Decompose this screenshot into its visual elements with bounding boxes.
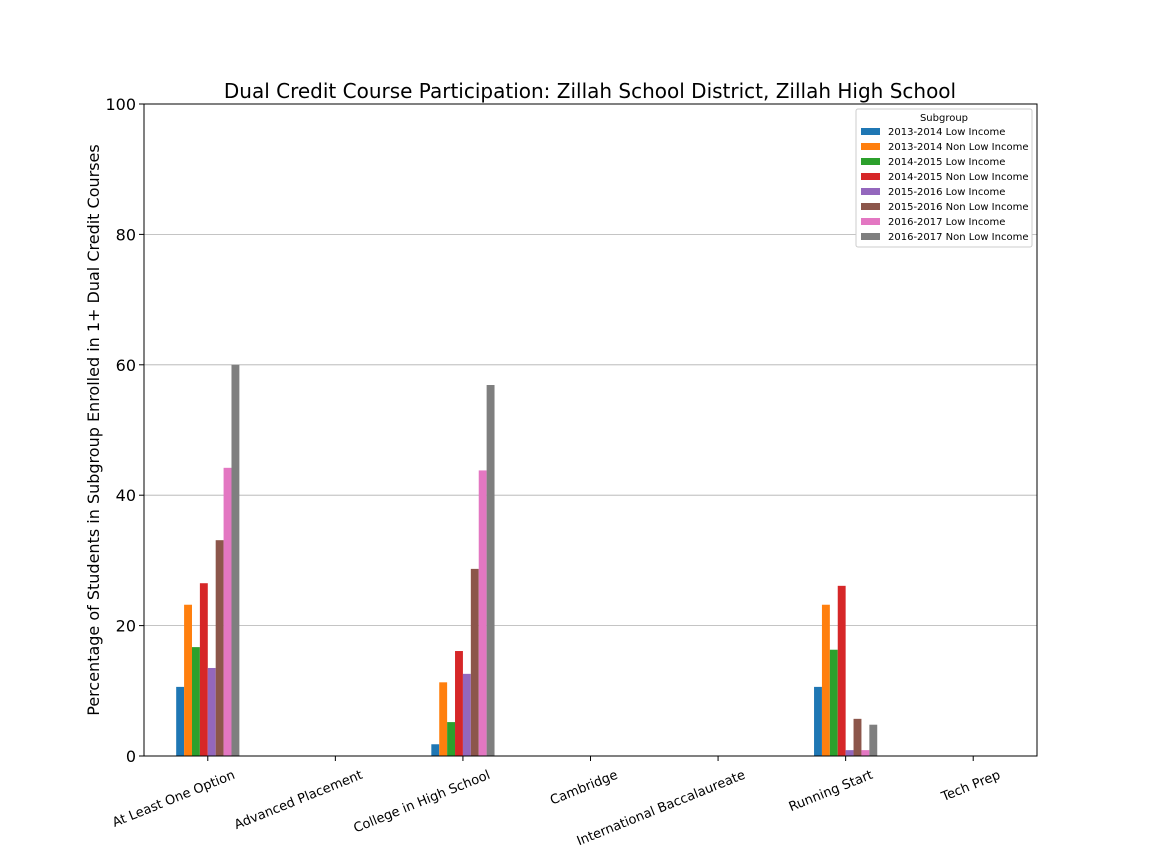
bar	[814, 686, 822, 756]
legend-swatch	[861, 173, 880, 180]
y-tick-label: 0	[126, 747, 136, 766]
legend-swatch	[861, 128, 880, 135]
x-tick-label: At Least One Option	[110, 768, 237, 831]
y-tick-label: 100	[105, 95, 136, 114]
bar	[462, 673, 471, 756]
legend-label: 2015-2016 Non Low Income	[888, 202, 1028, 213]
x-tick-label: Tech Prep	[939, 768, 1003, 806]
bar	[223, 467, 232, 756]
bar	[176, 686, 185, 756]
y-axis-label: Percentage of Students in Subgroup Enrol…	[84, 144, 103, 715]
bar	[470, 568, 479, 756]
y-tick-label: 60	[116, 356, 136, 375]
legend-swatch	[861, 188, 880, 195]
y-ticks: 0 20 40 60 80 100	[105, 95, 144, 766]
legend-label: 2014-2015 Non Low Income	[888, 172, 1028, 183]
bars	[176, 364, 878, 756]
legend-label: 2016-2017 Non Low Income	[888, 232, 1028, 243]
bar	[829, 649, 838, 756]
y-tick-label: 40	[116, 486, 136, 505]
legend-swatch	[861, 233, 880, 240]
bar	[478, 470, 487, 756]
bar	[199, 583, 208, 756]
x-tick-label: Running Start	[787, 768, 875, 815]
legend-swatch	[861, 143, 880, 150]
legend-title: Subgroup	[920, 113, 968, 124]
y-tick-label: 80	[116, 225, 136, 244]
bar	[184, 604, 192, 756]
gridlines	[144, 233, 1037, 626]
legend-swatch	[861, 203, 880, 210]
chart-title: Dual Credit Course Participation: Zillah…	[224, 79, 956, 103]
bar	[861, 750, 870, 756]
legend-label: 2016-2017 Low Income	[888, 217, 1005, 228]
y-tick-label: 20	[116, 617, 136, 636]
bar	[231, 364, 240, 756]
bar	[439, 682, 448, 756]
bar	[215, 540, 224, 756]
bar	[191, 647, 200, 756]
bar	[455, 651, 463, 756]
legend-swatch	[861, 218, 880, 225]
legend-swatch	[861, 158, 880, 165]
legend-label: 2013-2014 Non Low Income	[888, 142, 1028, 153]
bar	[447, 722, 456, 756]
bar	[821, 604, 830, 756]
legend-box	[855, 108, 1033, 248]
x-tick-label: Advanced Placement	[232, 768, 365, 833]
legend-label: 2013-2014 Low Income	[888, 127, 1005, 138]
x-tick-label: Cambridge	[548, 768, 620, 809]
x-tick-label: College in High School	[352, 768, 493, 837]
legend-label: 2014-2015 Low Income	[888, 157, 1005, 168]
bar	[486, 385, 495, 756]
bar	[837, 585, 846, 756]
bar	[845, 750, 854, 756]
legend: Subgroup 2013-2014 Low Income 2013-2014 N…	[855, 108, 1033, 248]
bar	[207, 667, 216, 756]
bar	[869, 724, 878, 756]
bar	[853, 718, 862, 756]
bar	[431, 744, 440, 756]
legend-label: 2015-2016 Low Income	[888, 187, 1005, 198]
